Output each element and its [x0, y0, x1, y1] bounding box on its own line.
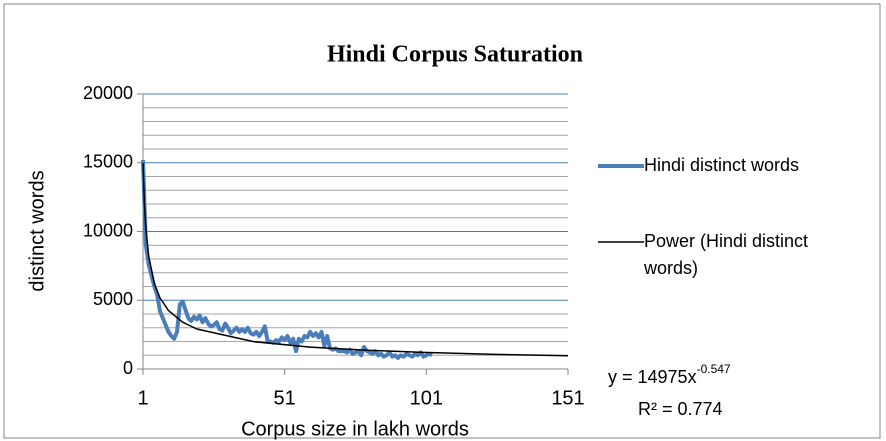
y-tick-label: 15000 [83, 152, 133, 172]
chart-border [3, 3, 881, 439]
trend-line [142, 163, 569, 357]
x-tick-label: 151 [551, 387, 584, 409]
x-axis-title: Corpus size in lakh words [241, 418, 469, 440]
y-axis-title: distinct words [26, 170, 48, 291]
legend-label: Power (Hindi distinct words) [644, 231, 809, 278]
x-tick-label: 101 [410, 387, 443, 409]
y-tick-label: 0 [123, 358, 133, 378]
x-tick-label: 1 [137, 387, 148, 409]
legend-entry: Hindi distinct words [644, 155, 800, 175]
data-line [141, 159, 433, 360]
r-squared: R² = 0.774 [638, 399, 723, 419]
x-tick-label: 51 [274, 387, 296, 409]
equation-exponent: -0.547 [697, 362, 731, 376]
legend-entry: Power (Hindi distinct words) [644, 231, 809, 278]
legend-label: Hindi distinct words [644, 155, 800, 175]
equation-text: y = 14975x [608, 367, 697, 387]
y-tick-label: 5000 [93, 289, 133, 309]
chart-title: Hindi Corpus Saturation [327, 42, 583, 68]
y-tick-label: 20000 [83, 83, 133, 103]
y-tick-label: 10000 [83, 220, 133, 240]
trend-equation: y = 14975x-0.547 [608, 362, 731, 387]
